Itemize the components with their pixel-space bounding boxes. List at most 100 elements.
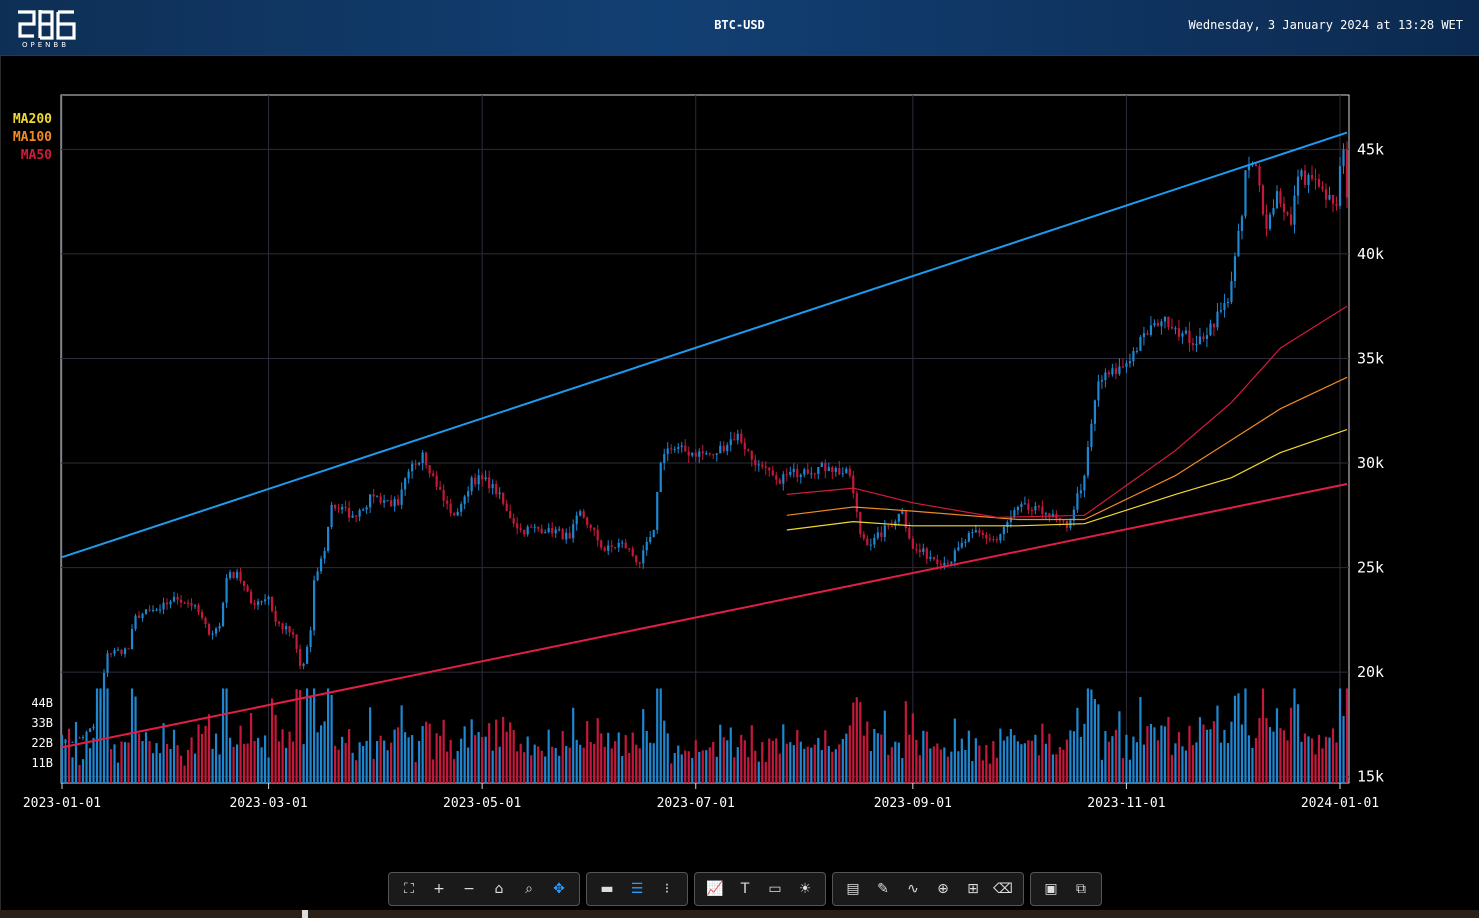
volume-bar (533, 744, 536, 783)
zoom-in-button[interactable]: + (425, 875, 453, 903)
date-tick-label: 2023-03-01 (229, 796, 307, 811)
volume-bar (162, 723, 165, 783)
candle-body (1139, 337, 1142, 351)
change-color-button[interactable]: ▤ (839, 875, 867, 903)
candle-body (1317, 179, 1321, 187)
candle-body (309, 630, 312, 648)
candle-body (533, 526, 536, 528)
candle-body (1258, 166, 1261, 186)
volume-bar (988, 763, 991, 783)
draw-open-path-button[interactable]: ∿ (899, 875, 927, 903)
volume-bar (1086, 688, 1090, 783)
spikelines-button[interactable]: ⁝ (653, 875, 681, 903)
volume-bar (827, 746, 830, 783)
add-text-button[interactable]: T (731, 875, 759, 903)
autoscale-button[interactable]: ⛶ (395, 875, 423, 903)
candle-body (148, 609, 151, 611)
hover-compare-button[interactable]: ☰ (623, 875, 651, 903)
volume-bar (330, 695, 333, 783)
candle-body (628, 548, 631, 550)
toggle-theme-button[interactable]: ☀ (791, 875, 819, 903)
erase-shape-icon: ⌫ (993, 881, 1013, 897)
volume-bar (523, 752, 526, 783)
volume-bar (386, 750, 389, 783)
candle-body (988, 538, 991, 540)
indicators-button[interactable]: 📈 (701, 875, 729, 903)
volume-bar (621, 756, 624, 783)
download-image-button[interactable]: ⧉ (1067, 875, 1095, 903)
openbb-logo: OPENBB (14, 6, 84, 50)
candle-body (102, 672, 106, 698)
volume-bar (551, 746, 554, 783)
volume-bar (656, 688, 659, 783)
hover-closest-icon: ▬ (600, 881, 614, 897)
volume-bar (1139, 696, 1142, 783)
volume-bar (705, 750, 708, 783)
reset-axes-button[interactable]: ⌂ (485, 875, 513, 903)
draw-circle-button[interactable]: ⊕ (929, 875, 957, 903)
volume-bar (673, 753, 676, 783)
pan-button[interactable]: ✥ (545, 875, 573, 903)
volume-bar (670, 763, 673, 783)
volume-bar (1279, 728, 1282, 783)
zoom-out-button[interactable]: − (455, 875, 483, 903)
volume-bar (411, 735, 414, 783)
volume-bar (736, 747, 739, 783)
volume-bar (1345, 688, 1349, 783)
volume-bar (242, 743, 246, 783)
volume-bar (1247, 735, 1251, 783)
candle-body (183, 602, 186, 604)
candle-body (358, 510, 361, 517)
volume-bar (477, 732, 480, 783)
autoscale-icon: ⛶ (404, 881, 414, 897)
candle-body (428, 465, 431, 474)
volume-bar (460, 738, 463, 783)
volume-bar (985, 745, 988, 783)
candle-body (607, 545, 610, 551)
candle-body (116, 649, 120, 651)
erase-shape-button[interactable]: ⌫ (989, 875, 1017, 903)
price-chart[interactable]: 11B 22B 33B 44B 15k 20k 25k 30k 35k 40k 45k 2023-01… (0, 56, 1479, 868)
reset-axes-icon: ⌂ (494, 881, 504, 897)
volume-bar (365, 740, 368, 783)
volume-bar (722, 737, 725, 783)
draw-open-path-icon: ∿ (907, 881, 919, 897)
volume-bar (908, 734, 911, 783)
volume-bar (796, 729, 799, 783)
volume-bar (869, 751, 872, 783)
candle-body (204, 617, 207, 625)
volume-bar (439, 735, 442, 783)
candle-body (610, 545, 613, 547)
volume-bar (610, 748, 613, 783)
volume-bar (1107, 741, 1111, 783)
volume-bar (953, 718, 956, 783)
volume-bar (204, 725, 207, 783)
candle-body (337, 508, 340, 510)
change-title-button[interactable]: ▭ (761, 875, 789, 903)
volume-bar (785, 743, 788, 783)
volume-bar (99, 688, 102, 783)
candle-body (1170, 326, 1174, 329)
zoom-button[interactable]: ⌕ (515, 875, 543, 903)
volume-bar (1100, 759, 1104, 783)
volume-bar (414, 762, 417, 783)
volume-bar (817, 737, 820, 783)
volume-bar (309, 697, 312, 783)
volume-bar (747, 757, 750, 783)
volume-bar (946, 756, 949, 783)
volume-bar (1314, 754, 1317, 783)
draw-rect-button[interactable]: ⊞ (959, 875, 987, 903)
volume-bar (246, 743, 249, 783)
candle-body (397, 499, 400, 505)
download-csv-button[interactable]: ▣ (1037, 875, 1065, 903)
draw-line-button[interactable]: ✎ (869, 875, 897, 903)
volume-bar (1167, 716, 1170, 783)
candle-body (1240, 216, 1244, 231)
volume-bar (1132, 736, 1135, 783)
candle-body (330, 504, 333, 527)
volume-bar (561, 730, 564, 783)
candle-body (197, 605, 200, 613)
candle-body (918, 549, 921, 552)
legend-ma200: MA200 (13, 112, 52, 127)
hover-closest-button[interactable]: ▬ (593, 875, 621, 903)
